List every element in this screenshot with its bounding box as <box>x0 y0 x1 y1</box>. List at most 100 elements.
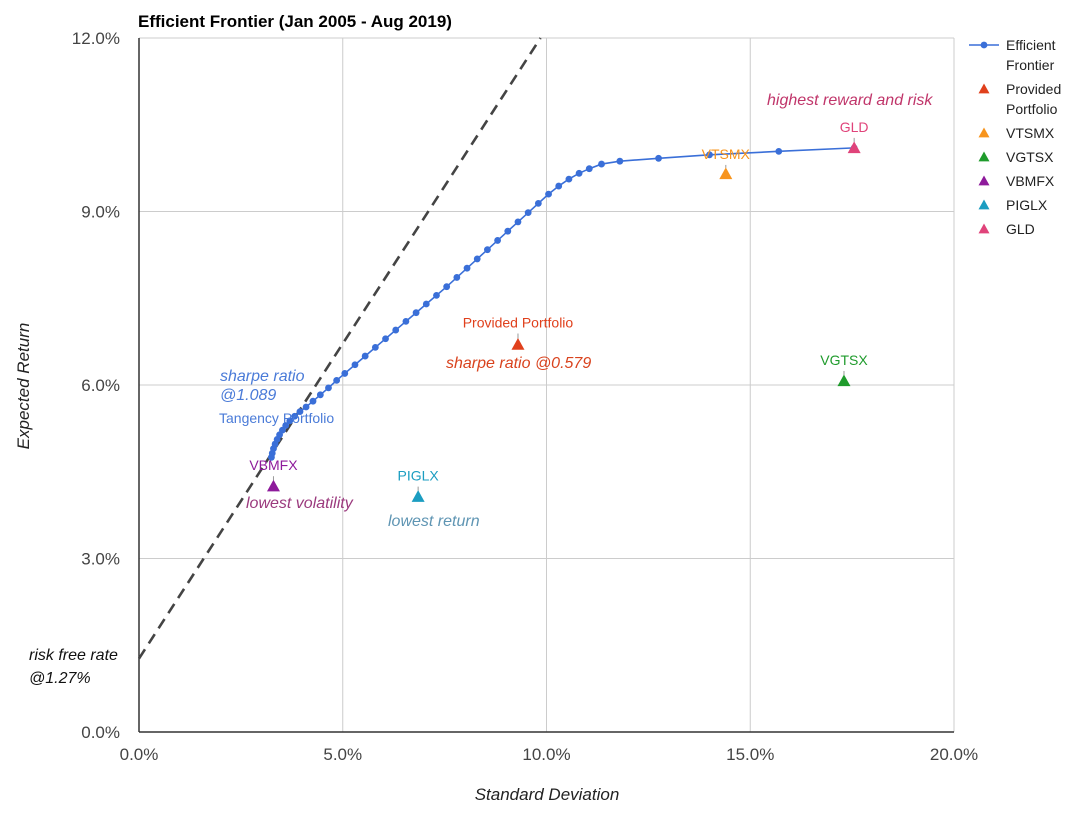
legend-vbmfx-marker <box>978 175 990 186</box>
frontier-point <box>291 412 299 420</box>
frontier-point <box>302 403 310 411</box>
y-tick-label: 0.0% <box>81 723 120 742</box>
vgtsx-marker <box>837 374 851 387</box>
legend-vtsmx-label: VTSMX <box>1006 125 1055 141</box>
frontier-point <box>514 218 522 226</box>
provided-marker <box>511 338 525 350</box>
lowest-volatility-annotation: lowest volatility <box>246 495 354 512</box>
y-tick-label: 12.0% <box>72 29 120 48</box>
frontier-point <box>494 237 501 244</box>
legend-vtsmx-marker <box>978 127 990 138</box>
frontier-point <box>286 417 294 425</box>
legend-vgtsx-label: VGTSX <box>1006 149 1054 165</box>
frontier-point <box>333 376 341 384</box>
gld-label: GLD <box>840 119 869 135</box>
piglx-marker <box>411 490 425 502</box>
tick-labels: 0.0% 5.0% 10.0% 15.0% 20.0% 0.0% 3.0% 6.0% 9.0% 1… <box>72 29 978 764</box>
x-tick-label: 15.0% <box>726 745 774 764</box>
y-axis-label: Expected Return <box>14 323 33 450</box>
legend-piglx-label: PIGLX <box>1006 197 1048 213</box>
provided-sharpe-annotation: sharpe ratio @0.579 <box>446 355 591 372</box>
legend-gld-label: GLD <box>1006 221 1035 237</box>
frontier-point <box>402 317 410 325</box>
frontier-point <box>706 151 713 159</box>
frontier-point <box>316 391 324 399</box>
frontier-point <box>351 361 359 369</box>
legend-provided-marker <box>978 83 990 94</box>
piglx-label: PIGLX <box>398 468 440 484</box>
legend-frontier-dot <box>980 41 988 49</box>
provided-label: Provided Portfolio <box>463 315 574 331</box>
frontier-point <box>598 160 605 168</box>
capital-market-line <box>137 37 542 660</box>
frontier-point <box>392 326 400 334</box>
vgtsx-label: VGTSX <box>820 352 868 368</box>
frontier-point <box>775 147 783 155</box>
frontier-point <box>361 352 369 360</box>
gld-marker <box>847 141 861 154</box>
frontier-point <box>382 335 389 343</box>
legend-vgtsx-marker <box>978 151 990 162</box>
legend: Efficient Frontier Provided Portfolio VTSMX V… <box>969 37 1061 237</box>
lowest-return-annotation: lowest return <box>388 513 480 530</box>
tangency-sharpe-annotation-line2: @1.089 <box>220 387 276 404</box>
vbmfx-label: VBMFX <box>249 457 298 473</box>
x-tick-label: 0.0% <box>120 745 159 764</box>
legend-provided-label: Portfolio <box>1006 101 1058 117</box>
frontier-point <box>412 309 420 317</box>
frontier-point <box>555 182 563 190</box>
vbmfx-marker <box>266 479 280 492</box>
cml-dashed-line <box>137 37 542 660</box>
legend-frontier-label: Efficient <box>1006 37 1056 53</box>
vtsmx-label: VTSMX <box>702 146 751 162</box>
frontier-point <box>484 246 491 254</box>
frontier-point <box>422 300 430 308</box>
risk-free-annotation-line2: @1.27% <box>29 670 91 687</box>
chart-title: Efficient Frontier (Jan 2005 - Aug 2019) <box>138 12 452 31</box>
x-axis-label: Standard Deviation <box>475 785 620 804</box>
frontier-point <box>473 255 481 263</box>
frontier-point <box>463 264 471 272</box>
frontier-point <box>433 291 440 299</box>
vtsmx-marker <box>719 167 733 180</box>
x-tick-label: 10.0% <box>522 745 570 764</box>
y-tick-label: 3.0% <box>81 550 120 569</box>
frontier-point <box>371 344 379 351</box>
tangency-portfolio-label: Tangency Portfolio <box>219 410 334 426</box>
frontier-point <box>325 384 332 392</box>
frontier-point <box>504 227 512 235</box>
x-tick-label: 20.0% <box>930 745 978 764</box>
grid-lines <box>138 37 955 733</box>
frontier-point <box>282 422 290 429</box>
legend-gld-marker <box>978 223 990 234</box>
frontier-point <box>565 175 573 183</box>
y-tick-label: 9.0% <box>81 203 120 222</box>
frontier-point <box>545 190 552 198</box>
frontier-point <box>443 283 451 291</box>
frontier-point <box>341 370 349 377</box>
frontier-point <box>585 165 593 173</box>
legend-frontier-label: Frontier <box>1006 57 1055 73</box>
frontier-point <box>575 169 583 177</box>
highest-reward-annotation: highest reward and risk <box>767 92 933 109</box>
frontier-line <box>270 147 855 458</box>
frontier-point <box>296 408 304 416</box>
legend-piglx-marker <box>978 199 990 210</box>
frontier-point <box>453 274 461 281</box>
x-tick-label: 5.0% <box>323 745 362 764</box>
frontier-point <box>524 209 532 217</box>
frontier-point <box>616 157 624 165</box>
asset-points: Provided Portfolio VTSMX VGTSX VBMFX PIGLX GL… <box>249 119 869 502</box>
efficient-frontier-series <box>268 144 858 461</box>
legend-vbmfx-label: VBMFX <box>1006 173 1055 189</box>
risk-free-annotation-line1: risk free rate <box>29 647 118 664</box>
frontier-point <box>655 154 662 162</box>
frontier-point <box>534 200 542 207</box>
axes <box>138 38 954 733</box>
legend-provided-label: Provided <box>1006 81 1061 97</box>
y-tick-label: 6.0% <box>81 376 120 395</box>
frontier-point <box>309 397 317 405</box>
annotations: sharpe ratio @1.089 Tangency Portfolio s… <box>29 92 933 687</box>
tangency-sharpe-annotation-line1: sharpe ratio <box>220 368 305 385</box>
